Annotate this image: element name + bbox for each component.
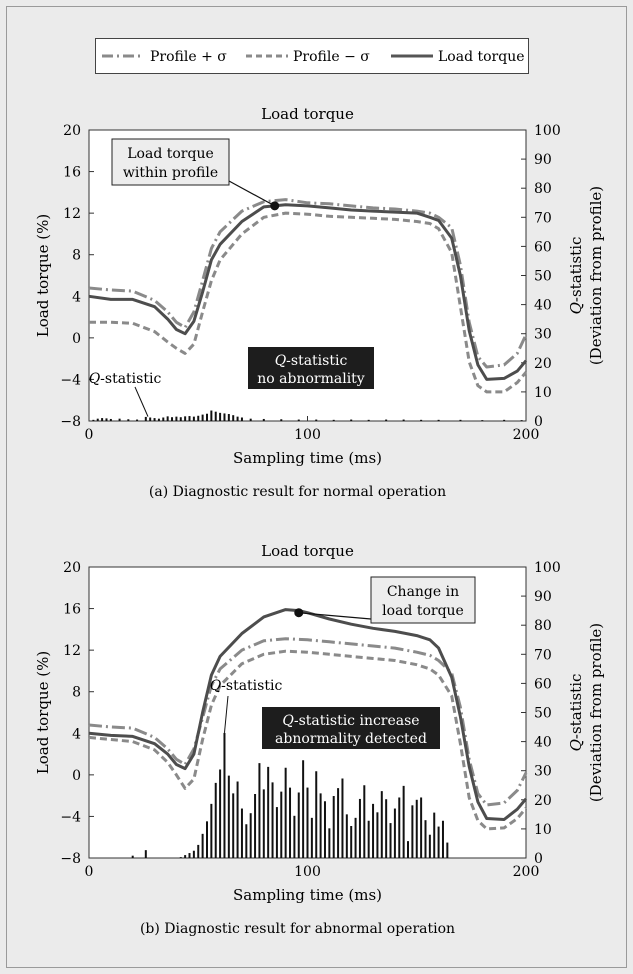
abnormal-right-tick-label: 70	[534, 647, 552, 663]
normal-profile-minus-line	[89, 211, 528, 394]
normal-torque-note-box	[111, 138, 230, 186]
normal-torque-note-line1: Load torque	[127, 146, 214, 162]
normal-left-tick-label: 4	[72, 289, 81, 305]
abnormal-torque-note-line2: load torque	[382, 603, 464, 619]
abnormal-left-tick-label: 16	[63, 602, 81, 618]
abnormal-x-axis-label: Sampling time (ms)	[233, 886, 382, 904]
abnormal-load-torque-line	[88, 608, 528, 821]
normal-left-tick-label: 20	[63, 123, 81, 139]
normal-right-tick-label: 0	[534, 414, 543, 430]
normal-right-tick-label: 60	[534, 239, 552, 255]
abnormal-x-tick-label: 200	[513, 864, 540, 880]
normal-right-tick-label: 50	[534, 269, 552, 285]
normal-right-axis-label: Q-statistic (Deviation from profile)	[567, 186, 605, 365]
normal-profile-plus-line	[88, 198, 528, 369]
abnormal-right-tick-label: 90	[534, 589, 552, 605]
abnormal-right-tick-label: 80	[534, 618, 552, 634]
normal-load-torque-line	[88, 203, 528, 381]
abnormal-torque-pointer	[298, 612, 372, 620]
normal-torque-marker	[270, 201, 280, 211]
legend-load-torque: Load torque	[438, 49, 525, 65]
legend-profile-minus: Profile − σ	[293, 49, 370, 65]
abnormal-left-axis-label: Load torque (%)	[34, 651, 52, 774]
abnormal-left-tick-label: 20	[63, 560, 81, 576]
abnormal-right-tick-label: 50	[534, 706, 552, 722]
normal-right-tick-label: 10	[534, 385, 552, 401]
abnormal-right-tick-label: 10	[534, 822, 552, 838]
abnormal-status-box	[262, 707, 440, 749]
abnormal-right-tick-label: 30	[534, 764, 552, 780]
normal-status-line2: no abnormality	[257, 371, 365, 387]
abnormal-caption: (b) Diagnostic result for abnormal opera…	[140, 921, 455, 937]
abnormal-status-line2: abnormality detected	[275, 731, 427, 747]
abnormal-right-axis-label: Q-statistic (Deviation from profile)	[567, 623, 605, 802]
abnormal-right-tick-label: 100	[534, 560, 561, 576]
normal-right-tick-label: 20	[534, 356, 552, 372]
normal-left-tick-label: 12	[63, 206, 81, 222]
normal-torque-pointer	[228, 180, 276, 207]
chart-legend: Profile + σ Profile − σ Load torque	[95, 38, 529, 74]
abnormal-left-tick-label: −4	[60, 809, 81, 825]
normal-torque-note-line2: within profile	[123, 165, 218, 181]
abnormal-torque-note-line1: Change in	[387, 584, 459, 600]
abnormal-right-tick-label: 40	[534, 735, 552, 751]
abnormal-left-tick-label: −8	[60, 851, 81, 867]
abnormal-torque-marker	[294, 608, 304, 618]
normal-status-box	[248, 347, 374, 389]
normal-left-tick-label: 16	[63, 165, 81, 181]
normal-left-axis-label: Load torque (%)	[34, 214, 52, 337]
normal-left-tick-label: −8	[60, 414, 81, 430]
abnormal-status-line1: Q-statistic increase	[282, 713, 419, 729]
abnormal-left-tick-label: 4	[72, 726, 81, 742]
abnormal-q-pointer	[223, 695, 229, 733]
normal-x-tick-label: 200	[513, 427, 540, 443]
abnormal-right-tick-label: 0	[534, 851, 543, 867]
abnormal-q-label: Q-statistic	[210, 678, 283, 694]
abnormal-x-tick-label: 100	[294, 864, 321, 880]
normal-right-tick-label: 80	[534, 181, 552, 197]
abnormal-x-tick-label: 0	[85, 864, 94, 880]
normal-caption: (a) Diagnostic result for normal operati…	[149, 484, 446, 500]
normal-q-label: Q-statistic	[89, 371, 162, 387]
normal-x-tick-label: 100	[294, 427, 321, 443]
abnormal-profile-minus-line	[88, 649, 528, 831]
normal-left-tick-label: 8	[72, 248, 81, 264]
abnormal-torque-note-box	[370, 576, 476, 624]
normal-right-tick-label: 100	[534, 123, 561, 139]
normal-x-axis-label: Sampling time (ms)	[233, 449, 382, 467]
normal-right-tick-label: 90	[534, 152, 552, 168]
abnormal-left-tick-label: 8	[72, 685, 81, 701]
normal-chart-title: Load torque	[261, 105, 354, 123]
abnormal-left-tick-label: 0	[72, 768, 81, 784]
abnormal-profile-plus-line	[88, 637, 528, 807]
normal-right-tick-label: 70	[534, 210, 552, 226]
normal-left-tick-label: 0	[72, 331, 81, 347]
legend-profile-plus: Profile + σ	[150, 49, 227, 65]
normal-q-pointer	[134, 386, 149, 417]
abnormal-left-tick-label: 12	[63, 643, 81, 659]
abnormal-right-tick-label: 60	[534, 676, 552, 692]
normal-right-tick-label: 40	[534, 298, 552, 314]
abnormal-right-tick-label: 20	[534, 793, 552, 809]
normal-left-tick-label: −4	[60, 372, 81, 388]
normal-status-line1: Q-statistic	[275, 353, 348, 369]
abnormal-chart-title: Load torque	[261, 542, 354, 560]
normal-x-tick-label: 0	[85, 427, 94, 443]
normal-right-tick-label: 30	[534, 327, 552, 343]
figure-frame	[6, 6, 627, 968]
